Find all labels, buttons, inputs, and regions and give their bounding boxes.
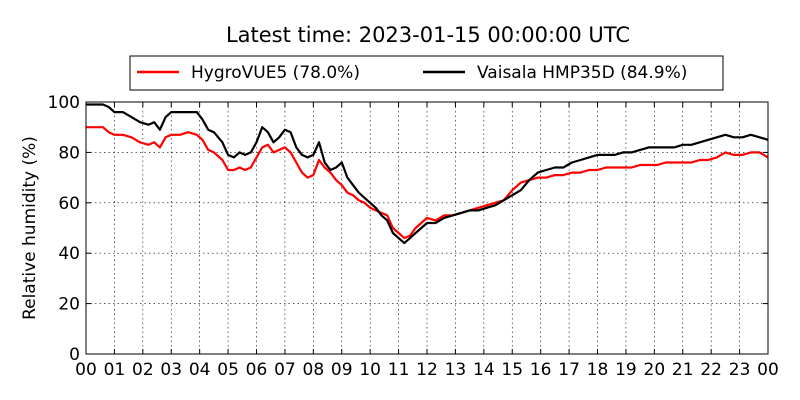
x-tick-label: 12 (416, 360, 438, 380)
x-tick-label: 07 (274, 360, 296, 380)
legend-label-hygrovue5: HygroVUE5 (78.0%) (191, 63, 360, 83)
y-tick-label: 60 (58, 194, 80, 214)
x-tick-label: 19 (615, 360, 637, 380)
y-axis-label: Relative humidity (%) (20, 136, 40, 320)
x-tick-label: 23 (729, 360, 751, 380)
x-tick-label: 05 (217, 360, 239, 380)
legend-label-vaisala: Vaisala HMP35D (84.9%) (477, 63, 687, 83)
x-tick-label: 00 (757, 360, 779, 380)
x-tick-label: 14 (473, 360, 495, 380)
y-tick-label: 80 (58, 143, 80, 163)
x-tick-label: 02 (132, 360, 154, 380)
x-tick-label: 08 (303, 360, 325, 380)
y-tick-label: 40 (58, 244, 80, 264)
series-layer (86, 103, 769, 245)
grid (86, 102, 768, 354)
x-tick-label: 01 (104, 360, 126, 380)
x-tick-label: 13 (445, 360, 467, 380)
x-tick-label: 20 (644, 360, 666, 380)
x-tick-label: 00 (75, 360, 97, 380)
x-tick-label: 17 (558, 360, 580, 380)
x-tick-label: 03 (160, 360, 182, 380)
legend: HygroVUE5 (78.0%) Vaisala HMP35D (84.9%) (129, 55, 724, 91)
x-tick-label: 04 (189, 360, 211, 380)
series-line-hygrovue5 (86, 126, 769, 240)
x-tick-label: 22 (700, 360, 722, 380)
x-tick-label: 15 (501, 360, 523, 380)
x-tick-label: 10 (359, 360, 381, 380)
y-tick-label: 0 (69, 345, 80, 365)
y-tick-label: 20 (58, 295, 80, 315)
x-tick-label: 16 (530, 360, 552, 380)
chart-title: Latest time: 2023-01-15 00:00:00 UTC (226, 23, 630, 47)
y-axis: 0 20 40 60 80 100 (48, 93, 768, 365)
x-axis: 00 01 02 03 04 05 06 07 08 09 10 11 12 13 14 15 16 17 18 19… (75, 102, 779, 380)
x-tick-label: 06 (246, 360, 268, 380)
x-tick-label: 18 (587, 360, 609, 380)
x-tick-label: 11 (388, 360, 410, 380)
x-tick-label: 21 (672, 360, 694, 380)
series-line-vaisala (86, 103, 769, 245)
x-tick-label: 09 (331, 360, 353, 380)
y-tick-label: 100 (48, 93, 80, 113)
